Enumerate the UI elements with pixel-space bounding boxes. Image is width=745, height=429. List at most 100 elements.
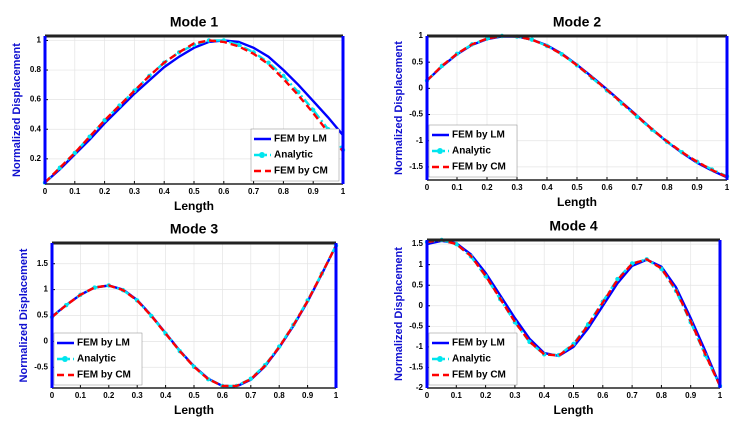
x-tick-label: 0.9: [308, 187, 320, 196]
chart-title: Mode 3: [170, 221, 218, 237]
y-tick-label: 0.5: [412, 280, 424, 289]
x-tick-label: 1: [341, 187, 346, 196]
x-tick-label: 0: [43, 187, 48, 196]
series-line: [426, 238, 722, 387]
point: [87, 134, 92, 139]
y-tick-label: 1: [37, 36, 42, 45]
y-tick-label: -0.5: [409, 110, 423, 119]
x-tick-label: 1: [718, 391, 723, 400]
x-axis-label: Length: [174, 199, 214, 213]
point: [296, 90, 301, 95]
legend-label: FEM by CM: [77, 370, 131, 381]
x-tick-label: 0.1: [69, 187, 81, 196]
x-tick-label: 0: [425, 183, 430, 192]
x-tick-label: 0.3: [511, 183, 523, 192]
point: [634, 114, 640, 119]
x-tick-label: 0.6: [218, 187, 230, 196]
x-tick-label: 0.2: [103, 391, 115, 400]
y-tick-label: 1: [44, 285, 49, 294]
point: [248, 376, 253, 381]
point: [266, 60, 271, 65]
x-axis-label: Length: [174, 403, 214, 417]
chart-title: Mode 4: [549, 218, 597, 234]
point: [281, 73, 286, 79]
point: [102, 118, 107, 123]
y-tick-label: 0.5: [412, 57, 424, 66]
x-tick-label: 0.4: [539, 391, 551, 400]
x-tick-label: 1: [725, 183, 730, 192]
series-line: [44, 39, 344, 184]
x-tick-label: 0.8: [656, 391, 668, 400]
legend-marker: [259, 152, 265, 158]
legend-label: Analytic: [274, 150, 313, 161]
x-tick-label: 0: [425, 391, 430, 400]
x-tick-label: 0.2: [480, 391, 492, 400]
x-tick-label: 0.5: [188, 391, 200, 400]
x-tick-label: 0.7: [248, 187, 260, 196]
point: [615, 276, 620, 282]
legend-label: FEM by LM: [452, 338, 505, 349]
legend-label: Analytic: [452, 354, 491, 365]
x-tick-label: 0.7: [245, 391, 257, 400]
legend-label: FEM by LM: [274, 134, 327, 145]
legend-label: FEM by CM: [452, 370, 506, 381]
legend-marker: [62, 356, 68, 362]
x-tick-label: 0.1: [75, 391, 87, 400]
x-tick-label: 0.2: [481, 183, 493, 192]
x-tick-label: 0.7: [631, 183, 643, 192]
y-tick-label: 0: [419, 83, 424, 92]
x-tick-label: 0.4: [541, 183, 553, 192]
x-axis-label: Length: [554, 403, 594, 417]
x-tick-label: 0.6: [601, 183, 613, 192]
x-tick-label: 0.8: [274, 391, 286, 400]
chart-title: Mode 2: [553, 14, 601, 30]
legend-label: FEM by CM: [452, 162, 506, 173]
y-axis-label: Normalized Displacement: [11, 43, 23, 177]
legend-label: Analytic: [452, 146, 491, 157]
y-tick-label: 0.5: [37, 311, 49, 320]
x-tick-label: 0.2: [99, 187, 111, 196]
y-tick-label: -0.5: [409, 321, 423, 330]
y-tick-label: 1.5: [37, 259, 49, 268]
y-tick-label: 0.2: [30, 154, 42, 163]
legend-label: FEM by LM: [77, 338, 130, 349]
x-tick-label: 0.4: [159, 187, 171, 196]
series-line: [426, 239, 722, 387]
x-tick-label: 0.9: [685, 391, 697, 400]
x-tick-label: 0.7: [627, 391, 639, 400]
point: [72, 150, 78, 156]
x-tick-label: 0.5: [571, 183, 583, 192]
y-tick-label: 0.6: [30, 95, 42, 104]
x-tick-label: 0.4: [160, 391, 172, 400]
series-line: [426, 34, 728, 178]
x-tick-label: 0.1: [451, 391, 463, 400]
legend-label: FEM by LM: [452, 130, 505, 141]
x-tick-label: 0.1: [451, 183, 463, 192]
y-tick-label: -1.5: [409, 162, 423, 171]
point: [529, 37, 535, 42]
y-tick-label: 0: [419, 301, 424, 310]
y-tick-label: -1: [416, 136, 424, 145]
x-tick-label: 0.6: [217, 391, 229, 400]
y-tick-label: 0: [44, 337, 49, 346]
x-tick-label: 0.9: [302, 391, 314, 400]
x-tick-label: 0: [50, 391, 55, 400]
chart-title: Mode 1: [170, 14, 218, 30]
x-tick-label: 0.5: [188, 187, 200, 196]
y-axis-label: Normalized Displacement: [18, 248, 30, 382]
y-tick-label: -2: [416, 383, 424, 392]
y-tick-label: 0.4: [30, 124, 42, 133]
x-tick-label: 0.3: [129, 187, 141, 196]
x-tick-label: 0.8: [661, 183, 673, 192]
x-tick-label: 0.9: [691, 183, 703, 192]
y-tick-label: -1.5: [409, 363, 423, 372]
legend-label: Analytic: [77, 354, 116, 365]
point: [236, 42, 241, 48]
x-tick-label: 0.8: [278, 187, 290, 196]
y-tick-label: -1: [416, 342, 424, 351]
series-line: [51, 245, 338, 388]
y-tick-label: -0.5: [34, 362, 48, 371]
x-tick-label: 0.3: [509, 391, 521, 400]
x-tick-label: 0.6: [597, 391, 609, 400]
